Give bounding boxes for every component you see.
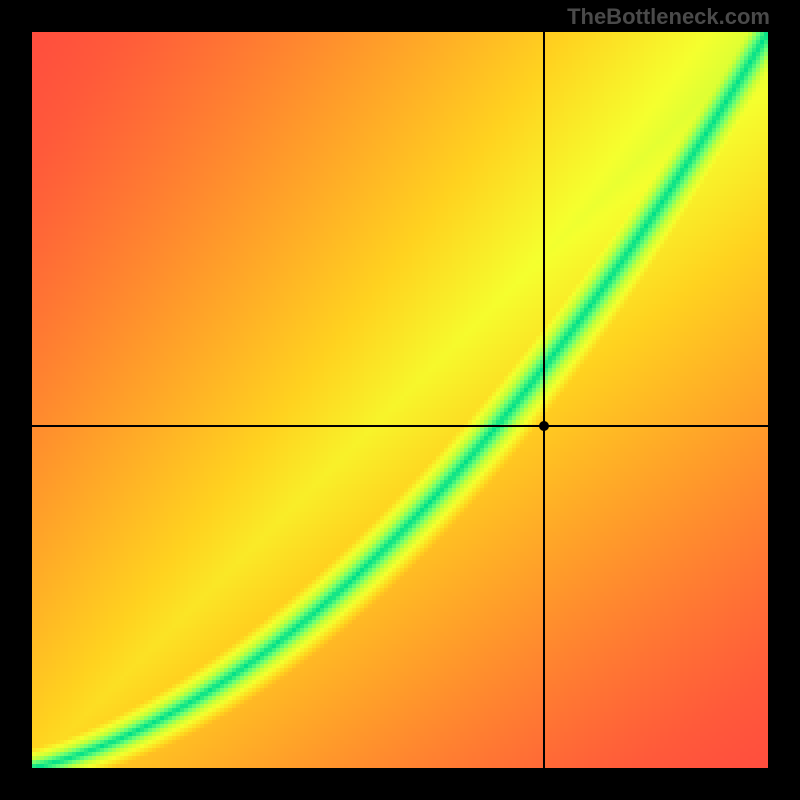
bottleneck-heatmap — [32, 32, 768, 768]
crosshair-vertical — [543, 32, 545, 768]
selection-marker — [539, 421, 549, 431]
watermark-text: TheBottleneck.com — [567, 4, 770, 30]
crosshair-horizontal — [32, 425, 768, 427]
